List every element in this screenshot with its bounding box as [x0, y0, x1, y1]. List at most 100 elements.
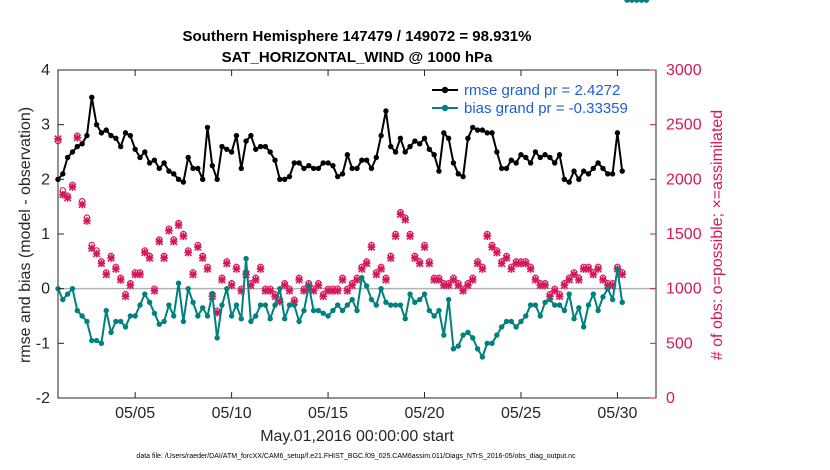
- obs-assimilated-marker: [483, 232, 492, 240]
- rmse-series-point: [421, 135, 428, 142]
- rmse-series-point: [296, 160, 302, 166]
- rmse-series-point: [132, 146, 138, 152]
- bias-series-point: [580, 324, 587, 330]
- rmse-series-point: [585, 171, 592, 177]
- bias-series-point: [402, 316, 408, 322]
- rmse-series-point: [190, 165, 196, 172]
- rmse-series-point: [257, 143, 264, 150]
- rmse-series-point: [204, 124, 211, 131]
- x-tick-label: 05/05: [115, 405, 155, 422]
- rmse-series-point: [373, 154, 379, 161]
- rmse-series-point: [378, 132, 384, 139]
- series-layer: [55, 0, 650, 360]
- obs-assimilated-marker: [63, 194, 72, 202]
- bias-series-point: [378, 285, 384, 292]
- bias-series-point: [537, 313, 543, 319]
- bias-series-point: [513, 324, 519, 330]
- bias-series-point: [494, 332, 500, 338]
- rmse-series-point: [600, 165, 606, 172]
- bias-series-point: [248, 318, 254, 325]
- bias-series-point: [93, 337, 100, 344]
- rmse-series-point: [532, 149, 539, 155]
- bias-series-point: [590, 291, 597, 297]
- y2-tick-label: 1000: [666, 281, 702, 298]
- bias-series-point: [64, 291, 71, 297]
- obs-assimilated-marker: [222, 259, 231, 268]
- bias-series-point: [243, 255, 249, 262]
- obs-assimilated-marker: [121, 292, 130, 301]
- rmse-series-point: [113, 135, 119, 142]
- bias-series-point: [103, 307, 109, 314]
- bias-series-point: [431, 313, 437, 319]
- bias-series-point: [474, 346, 481, 352]
- rmse-series-point: [339, 171, 346, 177]
- bias-series-point: [310, 307, 317, 314]
- obs-assimilated-marker: [425, 259, 434, 268]
- bias-series-point: [484, 340, 490, 347]
- obs-assimilated-marker: [401, 215, 410, 224]
- rmse-series-point: [185, 154, 191, 161]
- bias-series-point: [209, 291, 216, 297]
- rmse-series-point: [542, 152, 548, 158]
- rmse-series-point: [301, 165, 307, 172]
- rmse-series-point: [609, 171, 616, 177]
- bias-series-point: [296, 318, 302, 325]
- obs-assimilated-marker: [203, 265, 212, 273]
- rmse-series-point: [383, 108, 389, 114]
- obs-assimilated-marker: [362, 259, 371, 268]
- rmse-series-point: [142, 149, 148, 155]
- obs-assimilated-marker: [256, 265, 265, 273]
- rmse-series-point: [465, 135, 471, 142]
- rmse-series-point: [441, 130, 447, 136]
- y-tick-label: 4: [41, 62, 50, 79]
- bias-series-point: [335, 302, 341, 308]
- rmse-series-point: [460, 173, 466, 180]
- chart-title: Southern Hemisphere 147479 / 149072 = 98…: [183, 28, 532, 45]
- rmse-series-point: [359, 157, 365, 163]
- bias-series-point: [629, 0, 635, 3]
- bias-series-point: [122, 324, 129, 330]
- rmse-series-point: [166, 168, 172, 174]
- obs-assimilated-marker: [73, 133, 82, 142]
- bias-series-point: [556, 302, 563, 308]
- y2-tick-label: 3000: [666, 62, 702, 79]
- rmse-series-point: [368, 165, 375, 172]
- obs-assimilated-marker: [386, 254, 395, 262]
- bias-series-point: [330, 307, 336, 314]
- rmse-series-point: [523, 154, 529, 161]
- bias-series-point: [489, 340, 495, 347]
- bias-series-line: [57, 257, 624, 358]
- obs-assimilated-marker: [169, 237, 178, 246]
- bias-series-point: [262, 302, 269, 308]
- rmse-series-point: [479, 127, 486, 133]
- rmse-series-point: [79, 141, 85, 147]
- y2-axis-label: # of obs: o=possible; ×=assimilated: [709, 110, 726, 360]
- bias-series-point: [498, 324, 505, 330]
- bias-series-point: [349, 296, 355, 303]
- rmse-series-point: [146, 160, 153, 166]
- legend-box: [425, 80, 650, 118]
- bias-series-point: [253, 313, 259, 319]
- rmse-series-point: [238, 165, 244, 172]
- rmse-series-point: [228, 149, 235, 155]
- obs-assimilated-marker: [145, 254, 154, 262]
- rmse-series-point: [402, 149, 408, 155]
- obs-assimilated-marker: [150, 287, 159, 295]
- x-tick-label: 05/30: [597, 405, 637, 422]
- rmse-series-point: [306, 162, 312, 169]
- bias-series-point: [320, 310, 326, 316]
- rmse-series-line: [57, 96, 624, 184]
- obs-assimilated-marker: [155, 237, 164, 246]
- obs-assimilated-marker: [526, 265, 535, 273]
- bias-series-point: [600, 294, 606, 300]
- rmse-series-point: [64, 154, 71, 161]
- legend-rmse-marker: [441, 86, 449, 94]
- bias-series-point: [643, 0, 650, 3]
- obs-assimilated-marker: [112, 265, 120, 273]
- rmse-series-point: [224, 146, 230, 152]
- bias-series-point: [638, 0, 645, 3]
- bias-series-point: [286, 302, 293, 308]
- rmse-series-point: [605, 171, 611, 177]
- rmse-series-point: [277, 176, 283, 183]
